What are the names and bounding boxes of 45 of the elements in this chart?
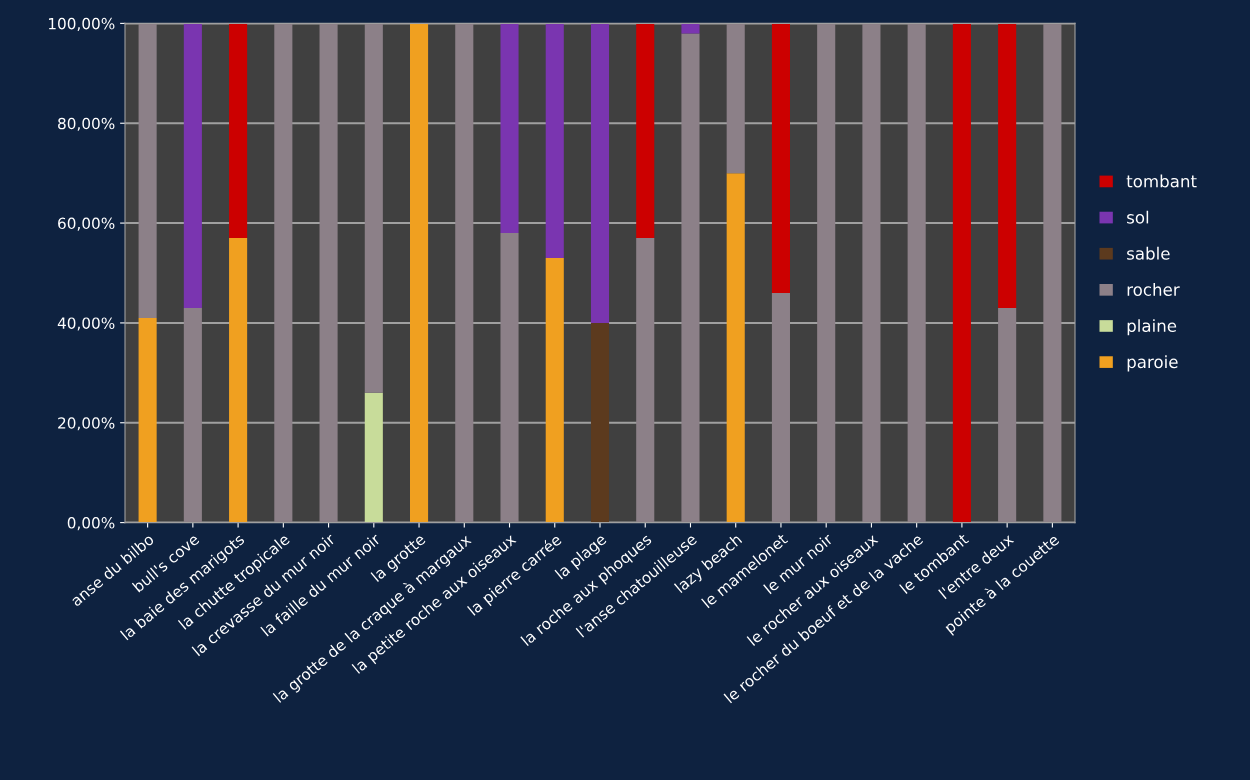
y-tick-label: 0,00%: [67, 517, 115, 531]
bar: [771, 292, 790, 523]
legend-label: plaine: [1127, 319, 1177, 336]
bar: [590, 322, 610, 523]
y-tick-label: 100,00%: [48, 17, 115, 31]
y-tick-label: 40,00%: [57, 317, 115, 331]
bar: [681, 23, 700, 34]
bar: [726, 173, 745, 523]
legend-label: sol: [1127, 210, 1149, 224]
bar: [771, 23, 790, 293]
bar: [681, 33, 700, 523]
y-tick-label: 20,00%: [58, 417, 115, 431]
legend-label: tombant: [1126, 174, 1197, 188]
bar: [183, 23, 202, 308]
bar: [952, 23, 971, 523]
bar: [319, 23, 338, 523]
bar: [907, 23, 926, 523]
bar: [500, 233, 519, 523]
bar: [636, 238, 655, 523]
bar: [364, 23, 383, 393]
y-tick-label: 80,00%: [58, 117, 115, 131]
bar: [410, 23, 429, 523]
bar: [862, 23, 881, 523]
legend-label: rocher: [1127, 283, 1180, 296]
bar: [274, 23, 293, 523]
bar: [183, 307, 202, 523]
bar: [364, 392, 383, 523]
legend-label: paroie: [1127, 355, 1178, 372]
bar: [817, 23, 836, 523]
bar: [138, 317, 157, 523]
bar: [455, 23, 474, 523]
bar: [229, 238, 248, 523]
bar: [998, 23, 1017, 308]
bar: [636, 23, 655, 239]
bar: [545, 258, 564, 523]
legend-label: sable: [1127, 246, 1170, 260]
bar: [998, 307, 1017, 523]
bar: [545, 23, 564, 259]
bar: [1043, 23, 1062, 523]
bar: [500, 23, 519, 234]
bar: [590, 23, 610, 323]
bar: [138, 23, 157, 318]
y-tick-label: 60,00%: [58, 217, 115, 231]
bar: [229, 23, 248, 239]
bar: [726, 23, 745, 174]
